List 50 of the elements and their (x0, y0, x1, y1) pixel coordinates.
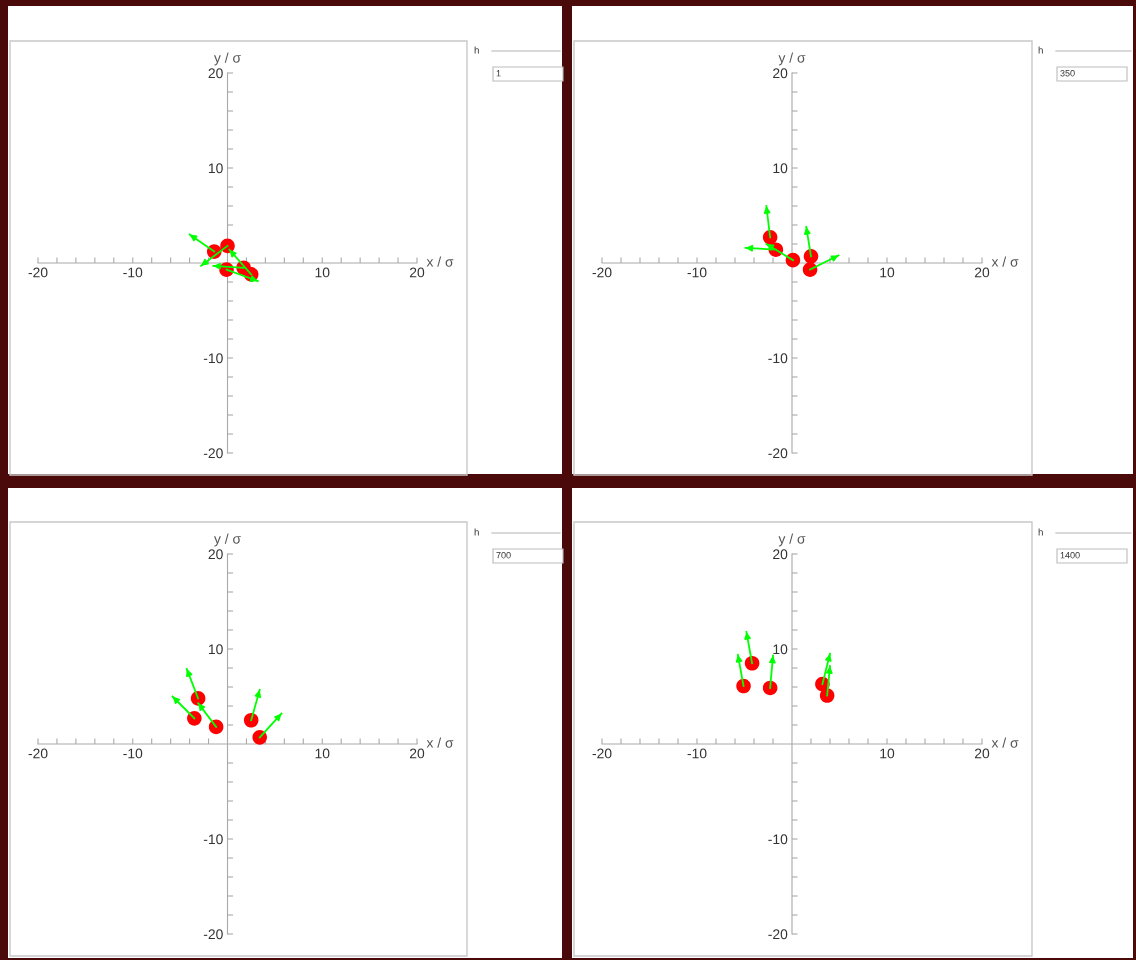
y-tick-label: -20 (203, 929, 223, 940)
y-tick-label: 20 (208, 549, 223, 560)
text: 350 (1060, 70, 1075, 77)
x-tick-label: -10 (687, 267, 707, 278)
text: 1400 (1060, 552, 1080, 559)
y-tick-label: -20 (768, 448, 788, 459)
x-tick-label: -10 (687, 748, 707, 759)
x-axis-title: x / σ (991, 256, 1019, 267)
y-tick-label: -10 (768, 353, 788, 364)
text: h (1038, 46, 1043, 54)
x-tick-label: 20 (974, 267, 990, 278)
y-tick-label: 20 (208, 68, 223, 79)
point (736, 678, 751, 694)
text: h (474, 528, 479, 536)
x-tick-label: 10 (880, 748, 895, 759)
text: 700 (496, 552, 511, 559)
y-tick-label: -10 (203, 834, 223, 845)
y-tick-label: 20 (773, 549, 788, 560)
y-axis-title: y / σ (778, 533, 806, 547)
y-tick-label: -10 (203, 353, 223, 364)
y-tick-label: 10 (208, 644, 223, 655)
x-tick-label: -10 (123, 748, 143, 759)
x-tick-label: -20 (592, 748, 612, 759)
text: h (474, 46, 479, 54)
y-tick-label: 10 (773, 163, 788, 174)
x-tick-label: 10 (880, 267, 895, 278)
x-tick-label: 20 (409, 267, 425, 278)
x-tick-label: 20 (974, 748, 990, 759)
y-tick-label: -20 (768, 929, 788, 940)
x-tick-label: 10 (315, 267, 330, 278)
x-tick-label: -10 (123, 267, 143, 278)
text: h (1038, 528, 1043, 536)
y-tick-label: -10 (768, 834, 788, 845)
y-tick-label: 20 (773, 68, 788, 79)
x-axis-title: x / σ (426, 737, 454, 748)
x-axis-title: x / σ (991, 737, 1019, 748)
y-tick-label: 10 (773, 644, 788, 655)
point (252, 730, 267, 745)
x-axis-title: x / σ (426, 256, 454, 267)
x-tick-label: 10 (315, 748, 330, 759)
y-tick-label: -20 (203, 448, 223, 459)
y-tick-label: 10 (208, 163, 223, 174)
x-tick-label: 20 (409, 748, 425, 759)
x-tick-label: -20 (28, 748, 48, 759)
text: 1 (496, 70, 501, 77)
y-axis-title: y / σ (213, 52, 241, 66)
x-tick-label: -20 (28, 267, 48, 278)
x-tick-label: -20 (592, 267, 612, 278)
y-axis-title: y / σ (213, 533, 241, 547)
y-axis-title: y / σ (778, 52, 806, 66)
